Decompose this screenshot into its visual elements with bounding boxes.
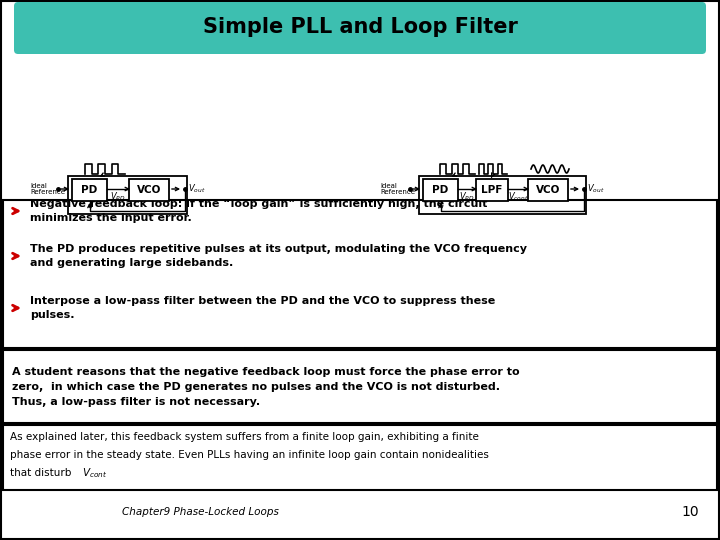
Text: Ideal
Reference: Ideal Reference [30, 183, 65, 195]
Text: Negative feedback loop: if the “loop gain” is sufficiently high, the circuit
min: Negative feedback loop: if the “loop gai… [30, 199, 487, 223]
Text: that disturb: that disturb [10, 468, 75, 478]
Text: The PD produces repetitive pulses at its output, modulating the VCO frequency
an: The PD produces repetitive pulses at its… [30, 244, 527, 268]
Text: phase error in the steady state. Even PLLs having an infinite loop gain contain : phase error in the steady state. Even PL… [10, 450, 489, 460]
Text: Chapter9 Phase-Locked Loops: Chapter9 Phase-Locked Loops [122, 507, 279, 517]
FancyBboxPatch shape [528, 179, 568, 201]
Text: $V_{out}$: $V_{out}$ [587, 183, 605, 195]
Text: As explained later, this feedback system suffers from a finite loop gain, exhibi: As explained later, this feedback system… [10, 432, 479, 442]
FancyBboxPatch shape [3, 350, 717, 423]
Text: $V_{cont}$: $V_{cont}$ [508, 191, 528, 203]
FancyBboxPatch shape [423, 179, 458, 201]
Text: Interpose a low-pass filter between the PD and the VCO to suppress these
pulses.: Interpose a low-pass filter between the … [30, 296, 495, 320]
Text: $V_{out}$: $V_{out}$ [188, 183, 205, 195]
FancyBboxPatch shape [14, 2, 706, 54]
FancyBboxPatch shape [476, 179, 508, 201]
Text: $V_{cont}$: $V_{cont}$ [82, 466, 107, 480]
Text: PD: PD [433, 185, 449, 195]
Text: LPF: LPF [481, 185, 503, 195]
Text: Simple PLL and Loop Filter: Simple PLL and Loop Filter [202, 17, 518, 37]
FancyBboxPatch shape [129, 179, 169, 201]
FancyBboxPatch shape [3, 425, 717, 490]
FancyBboxPatch shape [3, 200, 717, 348]
Text: $V_{PD}$: $V_{PD}$ [459, 191, 474, 203]
Text: A student reasons that the negative feedback loop must force the phase error to
: A student reasons that the negative feed… [12, 367, 520, 407]
Text: PD: PD [81, 185, 98, 195]
FancyBboxPatch shape [72, 179, 107, 201]
Text: Ideal
Reference: Ideal Reference [380, 183, 415, 195]
Text: $V_{PD}$: $V_{PD}$ [110, 191, 126, 203]
Text: VCO: VCO [536, 185, 560, 195]
Text: 10: 10 [681, 505, 699, 519]
Text: VCO: VCO [137, 185, 161, 195]
